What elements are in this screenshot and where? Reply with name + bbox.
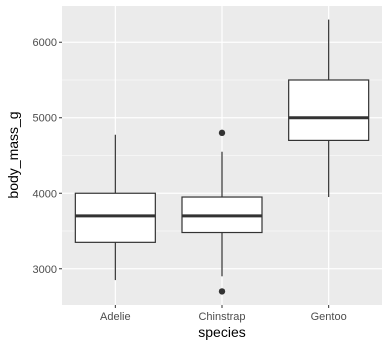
box-iqr [288, 79, 370, 141]
y-tick-label: 5000 [33, 113, 57, 125]
outlier-point [218, 129, 226, 137]
y-tick-label: 6000 [33, 37, 57, 49]
outlier-point [218, 288, 226, 295]
box-iqr [74, 192, 156, 243]
x-axis-title: species [198, 324, 245, 340]
y-tick-label: 3000 [33, 264, 57, 276]
box-series [74, 19, 370, 295]
y-tick-label: 4000 [33, 188, 57, 200]
box-adelie [74, 134, 156, 281]
x-axis-ticks: Adelie Chinstrap Gentoo [100, 305, 347, 323]
x-tick-label: Chinstrap [198, 311, 245, 323]
x-tick-label: Gentoo [311, 311, 347, 323]
y-axis-title: body_mass_g [5, 111, 21, 198]
x-tick-label: Adelie [100, 311, 131, 323]
box-gentoo [288, 19, 370, 198]
box-chinstrap [181, 129, 263, 295]
y-axis-ticks: 3000 4000 5000 6000 [33, 37, 62, 276]
